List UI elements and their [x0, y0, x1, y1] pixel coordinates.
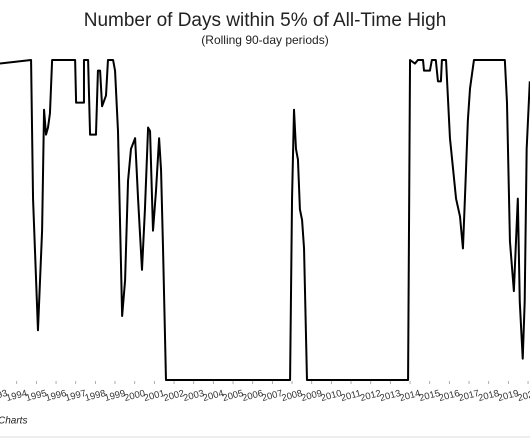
x-tick-label: 2009 — [300, 388, 323, 404]
x-tick-label: 2005 — [221, 388, 244, 404]
x-tick-label: 2000 — [123, 388, 146, 404]
x-tick-label: 2011 — [340, 388, 363, 404]
x-tick-label: 2020 — [516, 388, 530, 404]
chart-subtitle: (Rolling 90-day periods) — [201, 33, 328, 47]
x-tick-label: 2002 — [162, 388, 185, 404]
line — [0, 59, 530, 381]
x-tick-label: 2016 — [438, 388, 461, 404]
x-tick-label: 2003 — [182, 388, 205, 404]
x-tick-label: 2014 — [398, 388, 421, 404]
x-tick-label: 2007 — [261, 388, 284, 404]
x-tick-label: 2010 — [320, 388, 343, 404]
x-tick-label: 2019 — [497, 388, 520, 404]
x-tick-label: 2013 — [379, 388, 402, 404]
x-tick-label: 2001 — [143, 388, 166, 404]
x-tick-label: 2017 — [457, 388, 480, 404]
x-tick-label: 1995 — [25, 388, 48, 404]
chart-title: Number of Days within 5% of All-Time Hig… — [84, 10, 447, 31]
x-tick-label: 2004 — [202, 388, 225, 404]
x-tick-label: 1993 — [0, 388, 9, 404]
x-tick-label: 2015 — [418, 388, 441, 404]
x-tick-label: 1999 — [103, 388, 126, 404]
x-tick-label: 1997 — [64, 388, 87, 404]
x-tick-label: 1996 — [44, 388, 67, 404]
x-tick-label: 2006 — [241, 388, 264, 404]
x-tick-label: 2008 — [280, 388, 303, 404]
x-tick-label: 1994 — [5, 388, 28, 404]
source-note: Charts — [0, 416, 27, 427]
x-tick-label: 2018 — [477, 388, 500, 404]
x-tick-label: 1998 — [84, 388, 107, 404]
x-tick-label: 2012 — [359, 388, 382, 404]
